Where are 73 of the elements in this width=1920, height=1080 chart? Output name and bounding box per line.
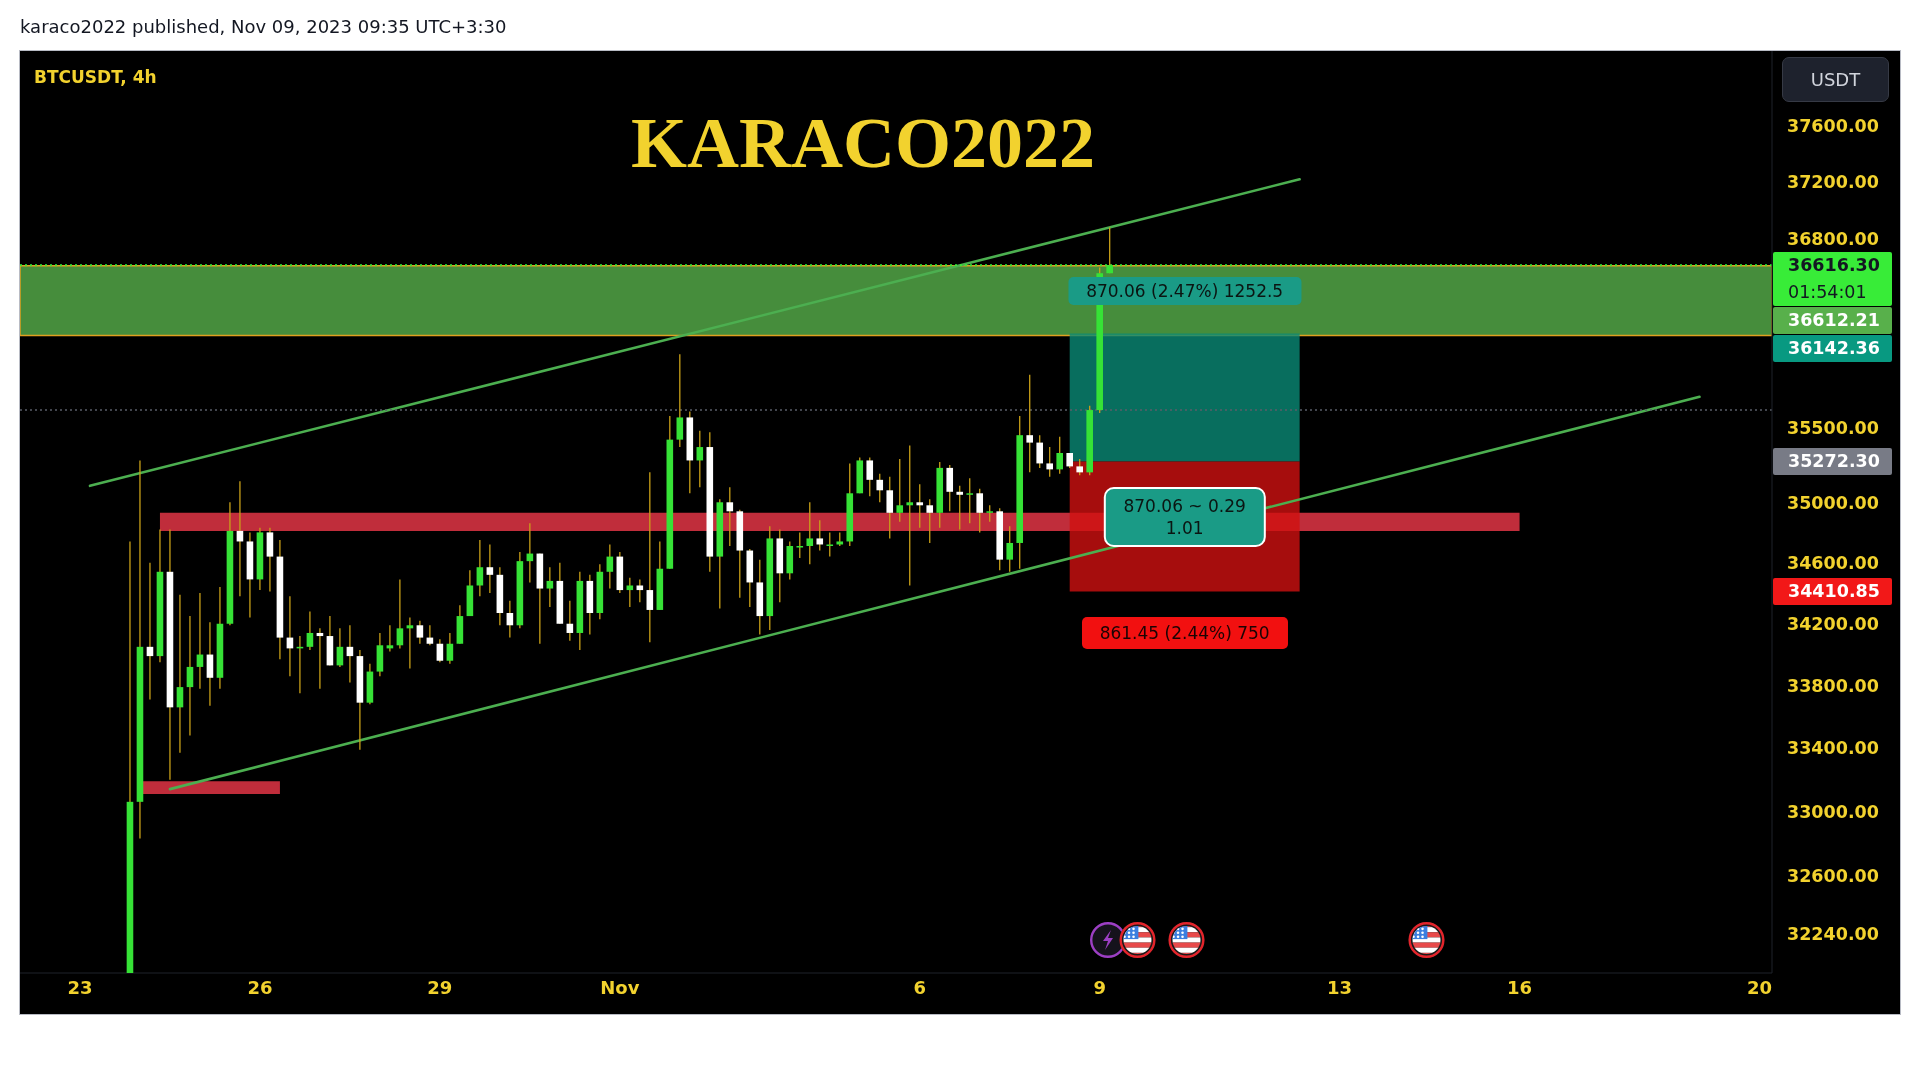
text: 35272.30 <box>1788 450 1881 474</box>
candlestick <box>726 486 734 547</box>
candlestick <box>946 464 954 512</box>
text: karaco2022 published, Nov 09, 2023 09:35 UTC+3:30 <box>20 15 507 39</box>
y-tick-label: 33800.00 <box>1787 675 1879 696</box>
candlestick <box>416 620 424 645</box>
annotation: 861.45 (2.44%) 750 <box>1081 617 1288 650</box>
candlestick <box>606 543 614 590</box>
y-tick-label: 35500.00 <box>1787 418 1879 438</box>
annotation: 870.06 ~ 0.29 1.01 <box>1103 486 1266 547</box>
text: 36142.36 <box>1788 336 1881 360</box>
ref-line-label: 36616.30 <box>1788 253 1881 277</box>
y-tick-label: 33400.00 <box>1787 738 1879 759</box>
annotation: 870.06 (2.47%) 1252.5 <box>1068 276 1302 305</box>
candlestick <box>916 483 924 529</box>
x-tick-label: 20 <box>1746 976 1773 998</box>
y-tick-label: 37200.00 <box>1787 172 1879 193</box>
y-tick-label: 36800.00 <box>1787 229 1879 250</box>
x-tick-label: 23 <box>67 976 93 998</box>
y-tick-label: 37600.00 <box>1787 116 1879 137</box>
text: KARACO2022 <box>631 103 1095 183</box>
candlestick <box>546 566 554 608</box>
candlestick <box>906 444 914 587</box>
candlestick <box>1036 434 1044 469</box>
x-tick-label: 29 <box>427 976 453 998</box>
text: 34410.85 <box>1788 579 1881 603</box>
candlestick <box>446 632 454 665</box>
candlestick <box>866 456 874 497</box>
candlestick <box>976 488 984 534</box>
candlestick <box>486 543 494 594</box>
y-tick-label: 32240.00 <box>1787 923 1879 944</box>
y-tick-label: 32600.00 <box>1787 865 1879 886</box>
candlestick <box>306 610 314 651</box>
currency-button: USDT <box>1782 57 1889 102</box>
candlestick <box>886 476 894 540</box>
candlestick <box>876 473 884 503</box>
x-tick-label: 9 <box>1093 976 1106 998</box>
band-label: 36612.21 <box>1788 308 1881 332</box>
candlestick <box>1026 374 1034 474</box>
y-tick-label: 33000.00 <box>1787 801 1879 822</box>
candlestick <box>206 621 214 707</box>
candlestick <box>386 624 394 653</box>
candlestick <box>956 485 964 531</box>
y-tick-label: 34200.00 <box>1787 613 1879 634</box>
text: BTCUSDT, 4h <box>34 66 157 89</box>
x-tick-label: 6 <box>913 976 927 998</box>
x-tick-label: 16 <box>1507 976 1533 998</box>
candlestick <box>1046 446 1054 478</box>
y-tick-label: 35000.00 <box>1787 492 1879 513</box>
candlestick <box>816 519 824 552</box>
candlestick <box>1006 525 1014 573</box>
candlestick <box>966 477 974 524</box>
candlestick <box>436 638 444 663</box>
candlestick <box>186 615 194 737</box>
candlestick <box>316 627 324 690</box>
x-tick-label: Nov <box>600 976 640 998</box>
candlestick <box>406 616 414 670</box>
candlestick <box>796 531 804 559</box>
candlestick <box>396 578 404 650</box>
x-tick-label: 13 <box>1327 976 1353 998</box>
candlestick <box>826 531 834 558</box>
x-tick-label: 26 <box>247 976 273 998</box>
candlestick <box>806 501 814 565</box>
candlestick <box>626 577 634 608</box>
candlestick <box>1056 436 1063 475</box>
candlestick <box>176 594 184 754</box>
candlestick <box>646 471 654 643</box>
candlestick <box>926 498 934 544</box>
candlestick <box>896 458 904 523</box>
candlestick <box>636 578 644 603</box>
candlestick <box>676 353 684 448</box>
text: 01:54:01 <box>1788 280 1868 304</box>
y-tick-label: 34600.00 <box>1787 552 1879 573</box>
